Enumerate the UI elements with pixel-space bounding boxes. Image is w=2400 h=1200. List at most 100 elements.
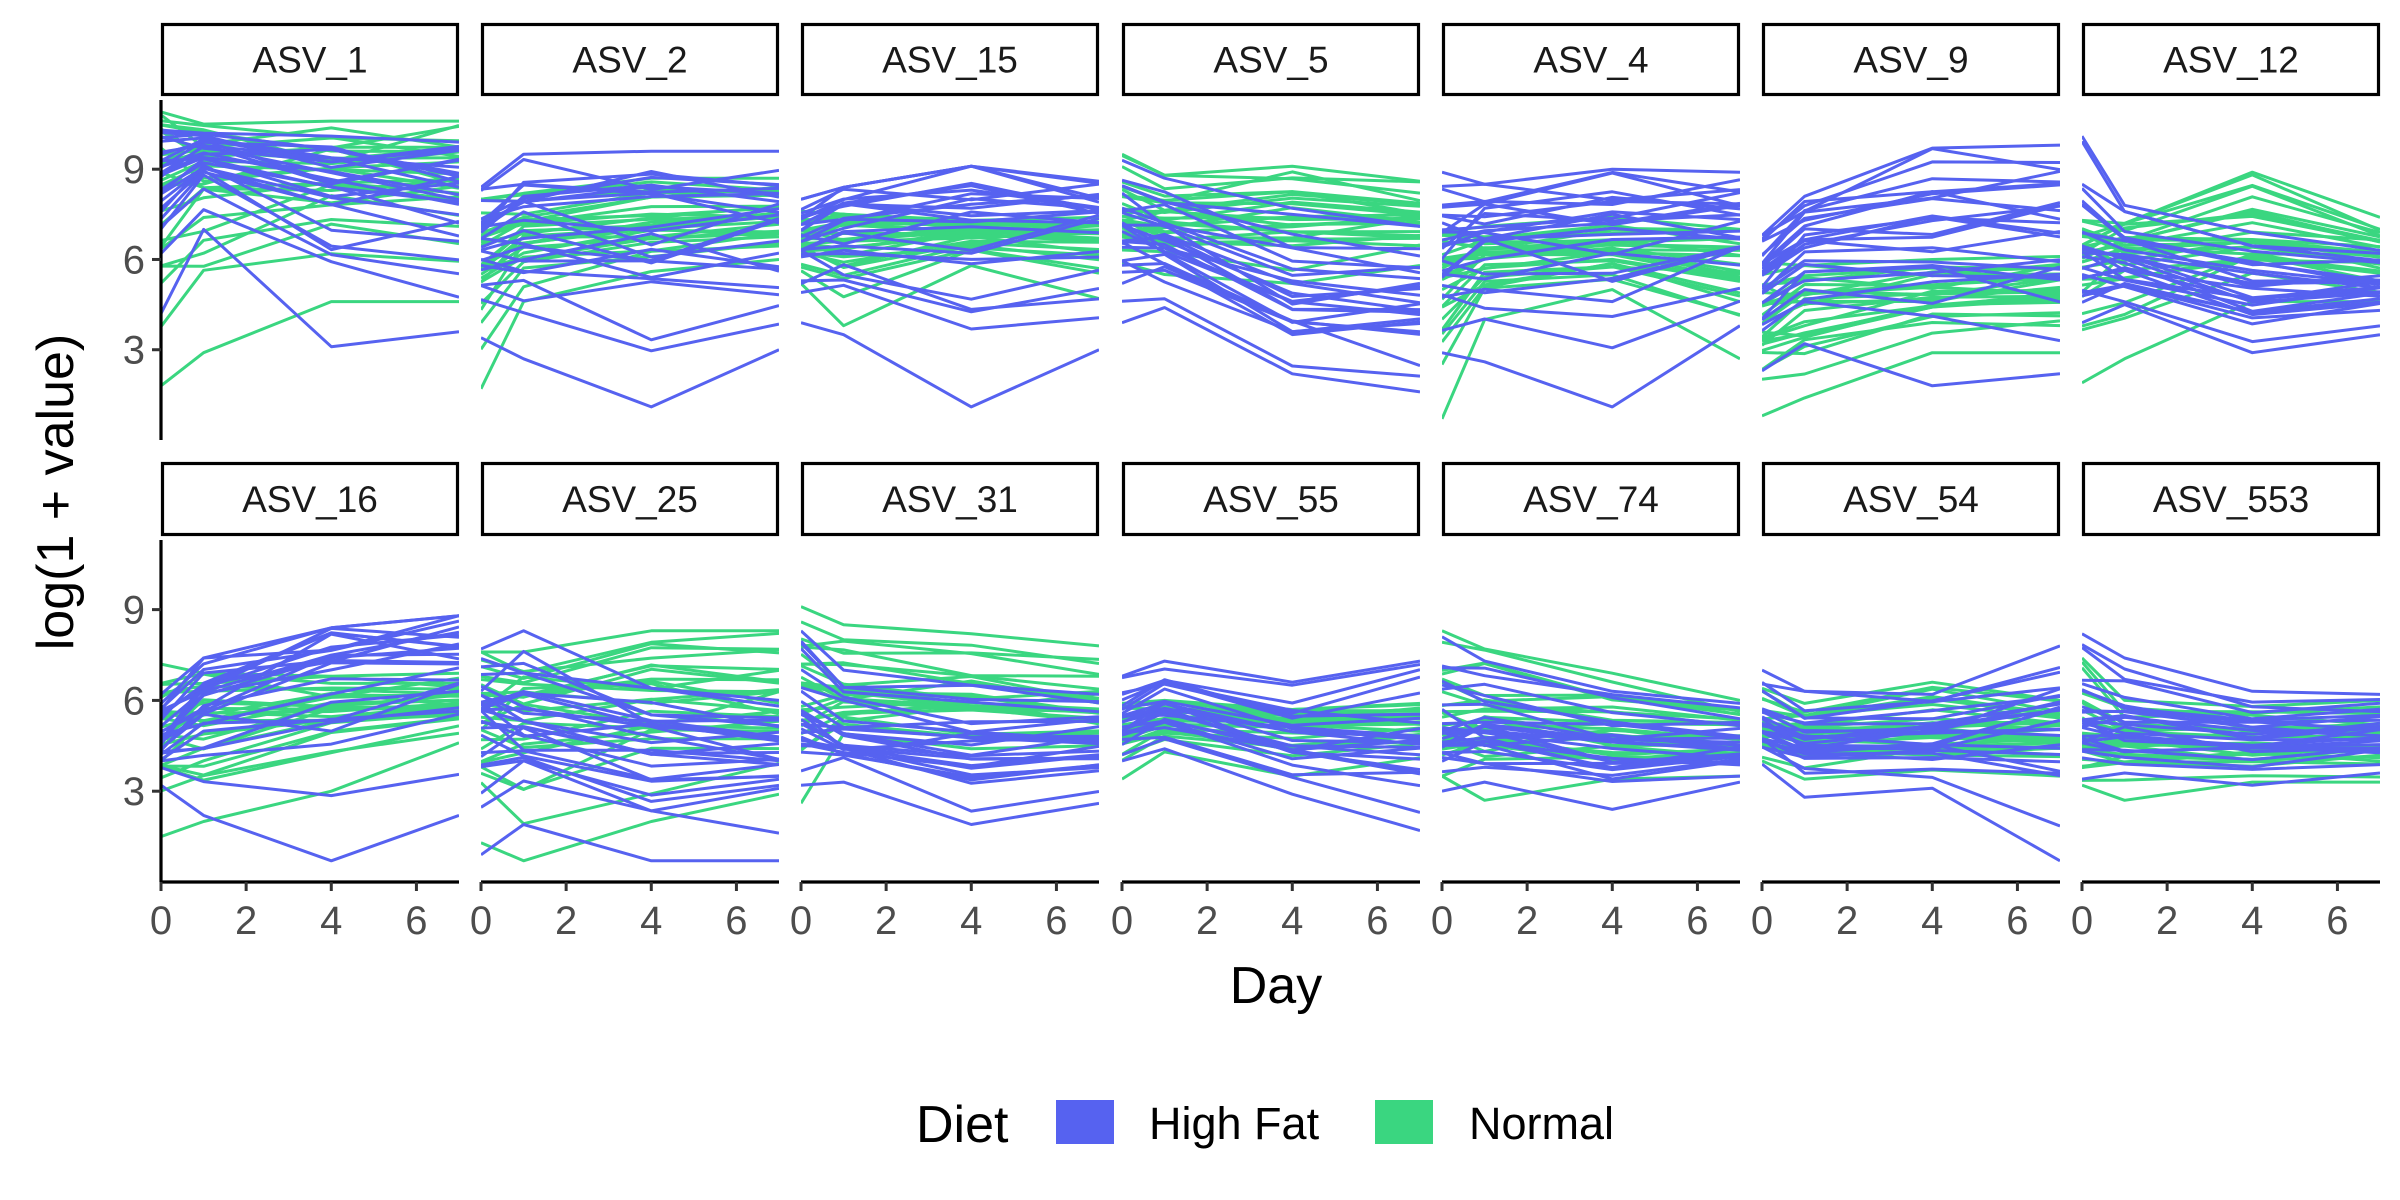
strip-box [480, 461, 780, 537]
series-line-normal [481, 206, 779, 240]
series-line-high-fat [1762, 169, 2060, 265]
series-line-normal [1122, 154, 1420, 195]
series-line-high-fat [161, 783, 459, 863]
series-line-normal [481, 204, 779, 240]
series-line-normal [2082, 173, 2380, 247]
series-line-high-fat [161, 712, 459, 763]
x-tick-label: 6 [725, 899, 747, 943]
x-tick-label: 0 [2071, 899, 2093, 943]
series-line-high-fat [1762, 143, 2060, 237]
series-line-high-fat [481, 720, 779, 782]
series-line-high-fat [1122, 659, 1420, 684]
series-line-high-fat [2082, 283, 2380, 320]
series-line-high-fat [481, 661, 779, 720]
series-line-high-fat [2082, 756, 2380, 771]
strip-label: ASV_9 [1853, 40, 1968, 81]
y-tick-label: 6 [123, 679, 145, 723]
panel-asv-16: ASV_16 3 6 9 0 2 4 6 [123, 461, 460, 943]
series-line-high-fat [481, 210, 779, 259]
series-line-high-fat [1442, 178, 1740, 207]
series-line-high-fat [481, 218, 779, 265]
series-line-high-fat [161, 666, 459, 737]
series-line-normal [801, 605, 1099, 648]
legend-label-normal: Normal [1469, 1098, 1614, 1149]
series-line-high-fat [801, 192, 1099, 232]
series-line-normal [1762, 351, 2060, 418]
legend-key-normal [1375, 1100, 1433, 1144]
series-line-high-fat [161, 619, 459, 710]
series-lines [1762, 644, 2060, 863]
series-line-high-fat [481, 207, 779, 252]
series-lines [1122, 152, 1420, 394]
series-line-high-fat [1762, 745, 2060, 759]
panel-asv-12: ASV_12 [2081, 22, 2381, 385]
series-line-high-fat [2082, 718, 2380, 749]
series-line-normal [801, 637, 1099, 661]
series-line-normal [481, 629, 779, 654]
series-line-high-fat [1442, 299, 1740, 350]
series-line-high-fat [2082, 199, 2380, 267]
series-line-high-fat [1122, 719, 1420, 757]
series-line-high-fat [161, 166, 459, 217]
series-line-high-fat [2082, 303, 2380, 355]
series-line-high-fat [1122, 158, 1420, 228]
series-line-normal [161, 252, 459, 328]
series-line-high-fat [801, 629, 1099, 696]
series-line-high-fat [481, 759, 779, 813]
series-line-normal [161, 671, 459, 685]
series-line-high-fat [801, 321, 1099, 409]
series-line-high-fat [1762, 687, 2060, 739]
series-line-high-fat [481, 158, 779, 192]
series-line-high-fat [1122, 735, 1420, 777]
series-line-high-fat [1442, 666, 1740, 721]
strip-label: ASV_54 [1843, 479, 1979, 520]
panel-asv-5: ASV_5 [1121, 22, 1421, 394]
series-line-high-fat [1122, 252, 1420, 334]
strip-box [2081, 22, 2381, 97]
strip-label: ASV_31 [882, 479, 1018, 520]
series-line-normal [801, 639, 1099, 676]
series-line-normal [1122, 190, 1420, 216]
panel-asv-9: ASV_9 [1761, 22, 2061, 418]
series-lines [1442, 629, 1740, 811]
series-line-normal [801, 239, 1099, 264]
series-line-high-fat [2082, 748, 2380, 769]
x-tick-label: 2 [1516, 899, 1538, 943]
panel-asv-54: ASV_54 0 2 4 6 [1751, 461, 2061, 943]
series-line-high-fat [801, 278, 1099, 314]
series-line-high-fat [1122, 240, 1420, 337]
series-line-high-fat [161, 227, 459, 349]
strip-box [2081, 461, 2381, 537]
panel-asv-74: ASV_74 0 2 4 6 [1431, 461, 1741, 943]
x-tick-label: 4 [640, 899, 662, 943]
series-line-normal [1442, 273, 1740, 335]
series-line-high-fat [1442, 286, 1740, 318]
series-line-high-fat [1762, 644, 2060, 696]
series-line-high-fat [2082, 187, 2380, 265]
series-line-high-fat [1122, 306, 1420, 394]
series-line-high-fat [161, 187, 459, 276]
series-line-high-fat [1442, 195, 1740, 226]
strip-label: ASV_25 [562, 479, 698, 520]
x-tick-label: 2 [1196, 899, 1218, 943]
y-axis-title: log(1 + value) [27, 334, 85, 651]
series-line-normal [161, 731, 459, 793]
x-tick-label: 0 [1111, 899, 1133, 943]
series-line-high-fat [801, 213, 1099, 253]
series-line-high-fat [1122, 701, 1420, 744]
series-line-high-fat [2082, 643, 2380, 714]
series-line-high-fat [2082, 632, 2380, 696]
series-line-high-fat [801, 668, 1099, 726]
series-line-high-fat [481, 693, 779, 756]
series-lines [2082, 632, 2380, 802]
series-line-high-fat [1762, 681, 2060, 713]
series-line-high-fat [1762, 177, 2060, 258]
series-lines [2082, 135, 2380, 385]
series-line-normal [161, 741, 459, 839]
series-line-high-fat [481, 671, 779, 728]
series-line-high-fat [801, 201, 1099, 227]
series-line-normal [1122, 750, 1420, 781]
strip-box [160, 22, 460, 97]
series-line-high-fat [801, 164, 1099, 201]
